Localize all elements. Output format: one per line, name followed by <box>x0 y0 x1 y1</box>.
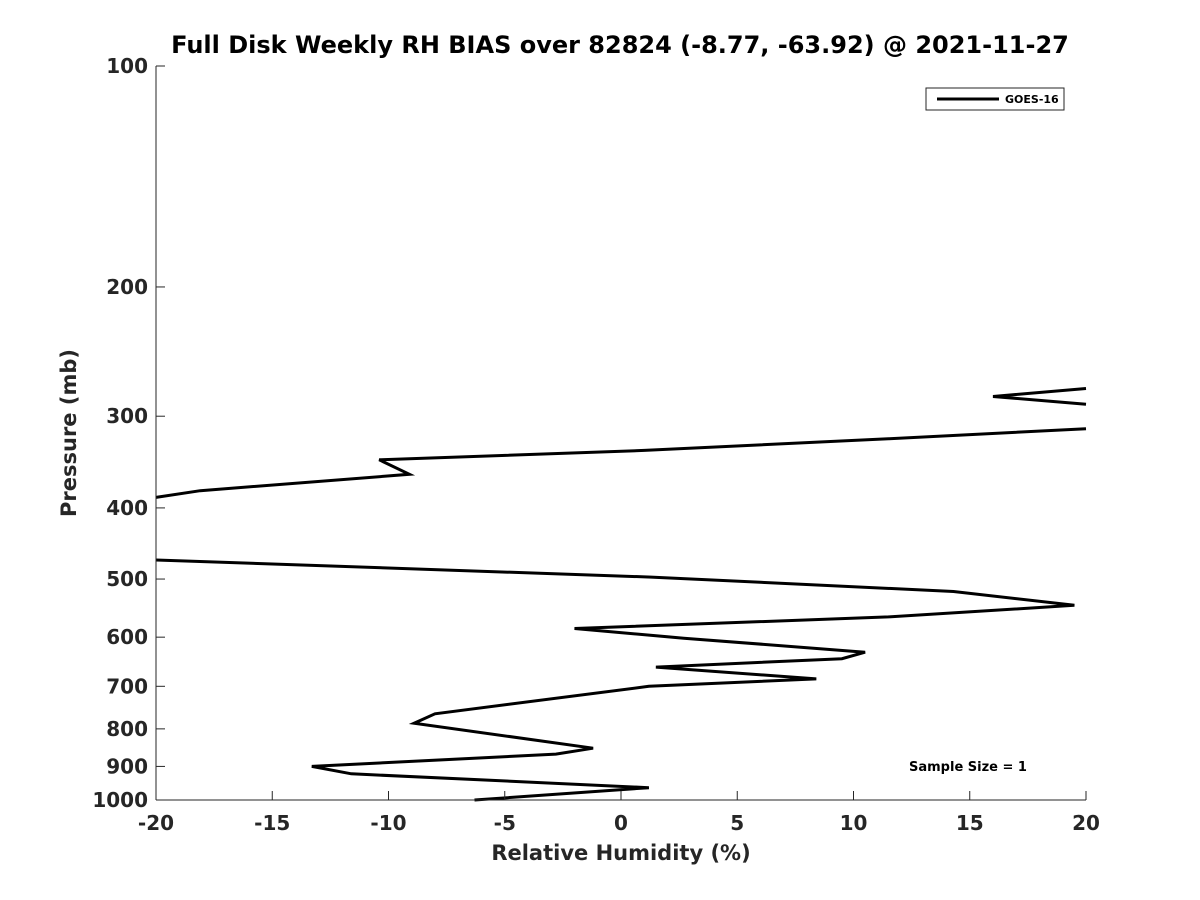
plot-area <box>155 387 1087 802</box>
x-tick-label: 20 <box>1072 811 1100 835</box>
sample-size-annotation: Sample Size = 1 <box>909 760 1027 775</box>
series-line-1 <box>155 427 1087 499</box>
y-tick-label: 500 <box>106 567 148 591</box>
x-axis-label: Relative Humidity (%) <box>491 841 750 865</box>
y-tick-label: 1000 <box>92 788 148 812</box>
x-tick-label: -15 <box>254 811 290 835</box>
legend: GOES-16 <box>925 87 1065 111</box>
y-tick-label: 400 <box>106 496 148 520</box>
y-axis-label: Pressure (mb) <box>57 349 81 517</box>
x-tick-label: 0 <box>614 811 628 835</box>
y-tick-label: 700 <box>106 674 148 698</box>
x-tick-label: -20 <box>138 811 174 835</box>
x-tick-label: 5 <box>730 811 744 835</box>
y-tick-label: 300 <box>106 404 148 428</box>
y-tick-label: 100 <box>106 54 148 78</box>
x-tick-label: -10 <box>370 811 406 835</box>
y-tick-label: 200 <box>106 275 148 299</box>
y-tick-label: 600 <box>106 625 148 649</box>
chart-title: Full Disk Weekly RH BIAS over 82824 (-8.… <box>171 31 1069 59</box>
x-tick-label: 15 <box>956 811 984 835</box>
y-tick-label: 900 <box>106 754 148 778</box>
y-tick-label: 800 <box>106 717 148 741</box>
x-axis-ticks: -20 -15 -10 -5 0 5 10 15 20 <box>138 791 1100 835</box>
legend-entry-goes-16: GOES-16 <box>1005 93 1059 106</box>
x-tick-label: 10 <box>840 811 868 835</box>
y-axis-ticks: 100 200 300 400 500 600 700 800 900 1000 <box>92 54 165 812</box>
series-line-0 <box>155 558 1075 802</box>
series-line-2 <box>992 387 1087 406</box>
x-tick-label: -5 <box>494 811 516 835</box>
